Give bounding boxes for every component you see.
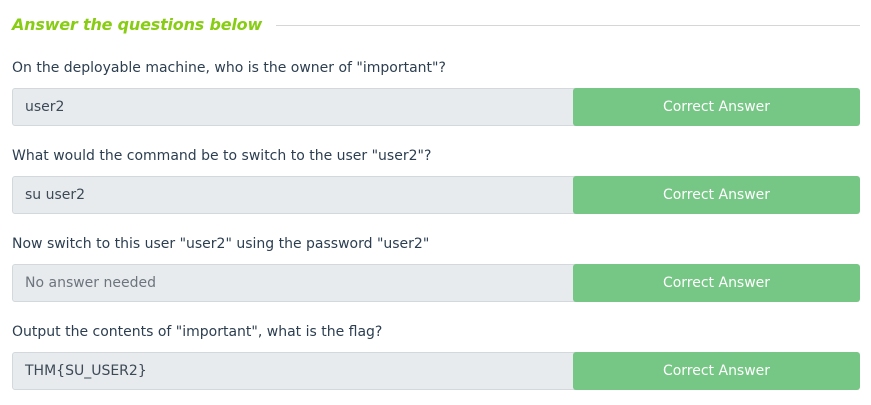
question-block-3: Now switch to this user "user2" using th… <box>12 234 860 302</box>
correct-answer-button[interactable]: Correct Answer <box>573 352 860 390</box>
answer-field[interactable]: THM{SU_USER2} <box>12 352 587 390</box>
question-text: What would the command be to switch to t… <box>12 148 432 164</box>
answer-row: user2 Correct Answer <box>12 88 860 126</box>
answer-field[interactable]: su user2 <box>12 176 587 214</box>
correct-answer-button[interactable]: Correct Answer <box>573 176 860 214</box>
question-block-4: Output the contents of "important", what… <box>12 322 860 390</box>
answer-row: su user2 Correct Answer <box>12 176 860 214</box>
answer-field[interactable]: No answer needed <box>12 264 587 302</box>
answer-row: THM{SU_USER2} Correct Answer <box>12 352 860 390</box>
question-text: Now switch to this user "user2" using th… <box>12 236 430 252</box>
answer-row: No answer needed Correct Answer <box>12 264 860 302</box>
question-text: On the deployable machine, who is the ow… <box>12 60 446 76</box>
header-divider <box>276 24 860 26</box>
correct-answer-button[interactable]: Correct Answer <box>573 88 860 126</box>
correct-answer-button[interactable]: Correct Answer <box>573 264 860 302</box>
answer-field[interactable]: user2 <box>12 88 587 126</box>
questions-header: Answer the questions below <box>12 12 860 36</box>
question-block-2: What would the command be to switch to t… <box>12 146 860 214</box>
question-text: Output the contents of "important", what… <box>12 324 383 340</box>
question-block-1: On the deployable machine, who is the ow… <box>12 58 860 126</box>
section-title: Answer the questions below <box>12 14 263 34</box>
